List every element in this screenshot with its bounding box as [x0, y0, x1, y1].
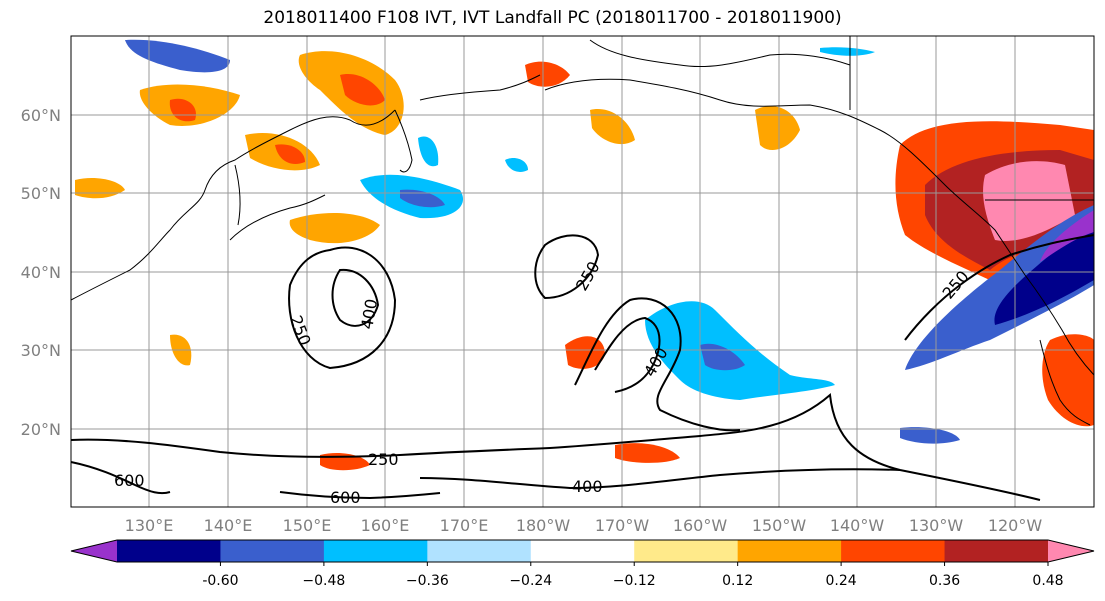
coastline-asia [70, 109, 396, 301]
colorbar-tick-label: −0.48 [302, 573, 345, 589]
contour-label: 250 [368, 450, 399, 469]
colorbar-segments [71, 540, 1094, 562]
contour-label: 600 [114, 471, 145, 490]
lon-tick-label: 130°E [125, 516, 174, 535]
positive-blob-bering [590, 109, 635, 145]
map-gridlines [71, 36, 1094, 507]
lat-tick-label: 40°N [21, 263, 61, 282]
lon-tick-label: 160°W [673, 516, 728, 535]
negative-blob-kuril [418, 136, 439, 167]
colorbar-tick-label: −0.12 [613, 573, 656, 589]
colorbar-bin [944, 540, 1049, 562]
lon-tick-label: 170°W [595, 516, 650, 535]
ivt-contour-tropical-250 [70, 392, 1041, 501]
coastline-baja [1039, 339, 1091, 426]
ivt-contour-northeast [904, 234, 1095, 341]
contour-label: 600 [330, 488, 361, 507]
ivt-contour-tropical-600-a [70, 461, 171, 495]
coastline-japan [229, 194, 326, 241]
coastline-kamchatka [394, 109, 413, 173]
lon-tick-label: 180°W [516, 516, 571, 535]
ivt-contour-tropical-600-b [279, 491, 441, 500]
negative-edge-sw [1040, 210, 1094, 262]
positive-blob-siberia-core [169, 98, 196, 122]
map-frame [70, 35, 1095, 508]
colorbar-bin [841, 540, 946, 562]
colorbar-extend-low [71, 540, 117, 562]
ivt-contour-tropical-400 [419, 468, 901, 490]
colorbar: -0.60 −0.48 −0.36 −0.24 −0.12 0.12 0.24 0.36 0.4… [70, 539, 1095, 589]
positive-region-hawaii-2 [615, 443, 680, 463]
lon-tick-label: 170°E [440, 516, 489, 535]
lon-tick-label: 120°W [988, 516, 1043, 535]
colorbar-bin [323, 540, 428, 562]
colorbar-outline [70, 539, 1095, 563]
coastline-bering-asia [419, 74, 541, 101]
colorbar-bin [737, 540, 842, 562]
lon-tick-label: 160°E [361, 516, 410, 535]
ivt-contour-subtropical-inner [594, 316, 661, 393]
positive-blob-manchuria-core [275, 144, 305, 165]
positive-blob-alaska-west [525, 61, 570, 87]
border-canada [849, 36, 1094, 201]
negative-region-hawaii [645, 301, 835, 400]
colorbar-ticks: -0.60 −0.48 −0.36 −0.24 −0.12 0.12 0.24 0.36 0.4… [202, 562, 1064, 589]
lon-tick-label: 140°W [830, 516, 885, 535]
colorbar-bin [220, 540, 325, 562]
colorbar-bin [634, 540, 739, 562]
lat-tick-label: 30°N [21, 341, 61, 360]
colorbar-tick-label: −0.36 [406, 573, 449, 589]
colorbar-bin [117, 540, 221, 562]
negative-blob-midpacific [505, 158, 528, 172]
positive-blob-okhotsk-core [340, 74, 385, 106]
colorbar-tick-label: 0.48 [1032, 573, 1063, 589]
ivt-contour-closed-mid [534, 234, 600, 300]
negative-blob-aleutian [820, 47, 875, 56]
colorbar-tick-label: 0.24 [826, 573, 857, 589]
colorbar-tick-label: -0.60 [202, 573, 238, 589]
positive-blob-gulf-alaska [755, 106, 800, 150]
ivt-contour-closed-west [288, 246, 397, 370]
lon-tick-label: 130°W [909, 516, 964, 535]
ivt-contours [70, 234, 1095, 501]
lat-tick-label: 60°N [21, 106, 61, 125]
negative-blob-kamchatka-core [400, 189, 445, 208]
lon-tick-label: 150°W [752, 516, 807, 535]
positive-blob-kamchatka-east [289, 213, 380, 244]
colorbar-tick-label: −0.24 [509, 573, 552, 589]
positive-region-baja [1042, 334, 1094, 427]
coastline-alaska [544, 78, 1095, 376]
coastline-gulf-alaska [589, 39, 851, 68]
pc-shading [75, 39, 1094, 471]
longitude-labels: 130°E 140°E 150°E 160°E 170°E 180°W 170°… [125, 516, 1043, 535]
colorbar-bin [530, 540, 635, 562]
lat-tick-label: 50°N [21, 184, 61, 203]
lat-tick-label: 20°N [21, 420, 61, 439]
lon-tick-label: 150°E [283, 516, 332, 535]
colorbar-bin [427, 540, 532, 562]
negative-blob-arctic-1 [125, 39, 230, 73]
latitude-labels: 60°N 50°N 40°N 30°N 20°N [21, 106, 61, 439]
colorbar-tick-label: 0.36 [929, 573, 960, 589]
lon-tick-label: 140°E [204, 516, 253, 535]
map-title: 2018011400 F108 IVT, IVT Landfall PC (20… [263, 8, 842, 28]
coastlines [70, 36, 1095, 426]
contour-label: 400 [572, 477, 603, 496]
ivt-contour-closed-west-inner [331, 268, 380, 327]
negative-core-sw [994, 225, 1094, 325]
negative-region-sw [905, 205, 1094, 370]
colorbar-tick-label: 0.12 [722, 573, 753, 589]
ivt-contour-subtropical-outer [574, 297, 741, 432]
negative-blob-tropics [900, 427, 960, 444]
positive-peak-pnw [983, 161, 1075, 241]
colorbar-extend-high [1048, 540, 1094, 562]
coastline-sakhalin [234, 164, 241, 226]
